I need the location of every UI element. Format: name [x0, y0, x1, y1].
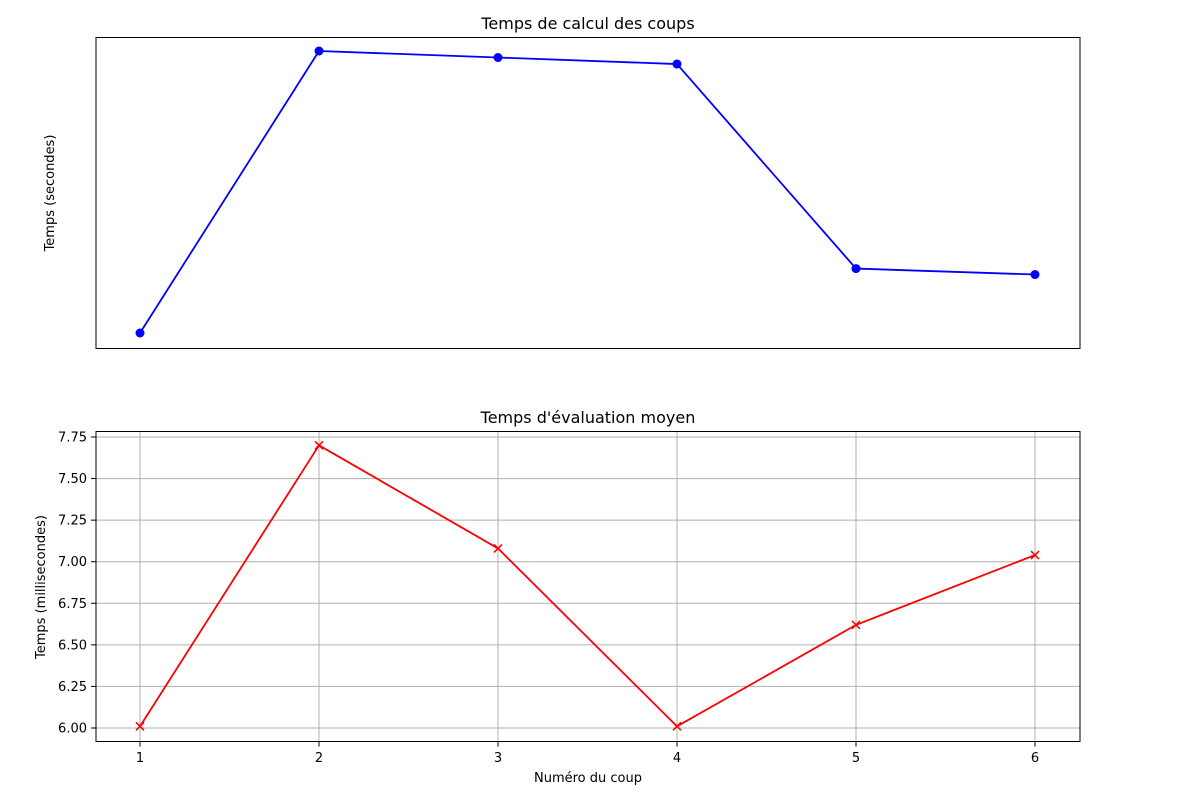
top-data-point-6 [1030, 270, 1040, 280]
bottom-subplot: Temps d'évaluation moyen 6.00 6.25 6.50 6.7… [34, 408, 1081, 786]
top-chart-title: Temps de calcul des coups [480, 14, 694, 33]
top-subplot: Temps de calcul des coups Temps (seconde… [43, 14, 1081, 349]
bottom-y-tick-label: 6.00 [58, 722, 87, 737]
bottom-y-tick-label: 7.50 [58, 472, 87, 487]
bottom-x-tick-label: 2 [315, 751, 323, 766]
x-marker-stroke [493, 543, 503, 553]
top-data-point-4 [672, 59, 682, 69]
bottom-x-tick-label: 1 [136, 751, 144, 766]
bottom-series-line [139, 444, 1036, 728]
bottom-data-point-2 [314, 440, 324, 450]
top-data-point-2 [314, 46, 324, 56]
bottom-data-point-1 [135, 721, 145, 731]
top-series-group [135, 46, 1040, 338]
bottom-plot-frame [95, 431, 1081, 742]
bottom-x-tick-label: 6 [1031, 751, 1039, 766]
bottom-data-point-4 [672, 721, 682, 731]
top-plot-frame [95, 37, 1081, 349]
bottom-x-tick-label: 5 [852, 751, 860, 766]
x-marker-stroke [672, 721, 682, 731]
bottom-x-tick-label: 3 [494, 751, 502, 766]
top-series-line [139, 50, 1036, 334]
top-y-axis-label: Temps (secondes) [43, 135, 58, 253]
bottom-y-ticks: 6.00 6.25 6.50 6.75 7.00 7.25 7.50 7.75 [58, 431, 96, 737]
bottom-data-point-3 [493, 543, 503, 553]
top-data-point-3 [493, 53, 503, 63]
bottom-chart-title: Temps d'évaluation moyen [480, 408, 696, 427]
bottom-x-axis-label: Numéro du coup [534, 771, 642, 786]
bottom-grid [96, 431, 1080, 742]
x-marker-stroke [1030, 550, 1040, 560]
bottom-y-tick-label: 6.25 [58, 680, 87, 695]
x-marker-stroke [314, 440, 324, 450]
bottom-y-tick-label: 7.75 [58, 431, 87, 446]
bottom-y-tick-label: 6.50 [58, 638, 87, 653]
bottom-y-tick-label: 6.75 [58, 597, 87, 612]
bottom-data-point-5 [851, 620, 861, 630]
top-data-point-1 [135, 328, 145, 338]
top-data-point-5 [851, 264, 861, 274]
bottom-y-axis-label: Temps (millisecondes) [34, 515, 49, 660]
bottom-y-tick-label: 7.00 [58, 555, 87, 570]
bottom-x-tick-label: 4 [673, 751, 681, 766]
bottom-x-ticks: 1 2 3 4 5 6 [136, 741, 1039, 766]
bottom-data-point-6 [1030, 550, 1040, 560]
x-marker-stroke [851, 620, 861, 630]
x-marker-stroke [135, 721, 145, 731]
bottom-y-tick-label: 7.25 [58, 514, 87, 529]
bottom-series-group [135, 440, 1040, 731]
